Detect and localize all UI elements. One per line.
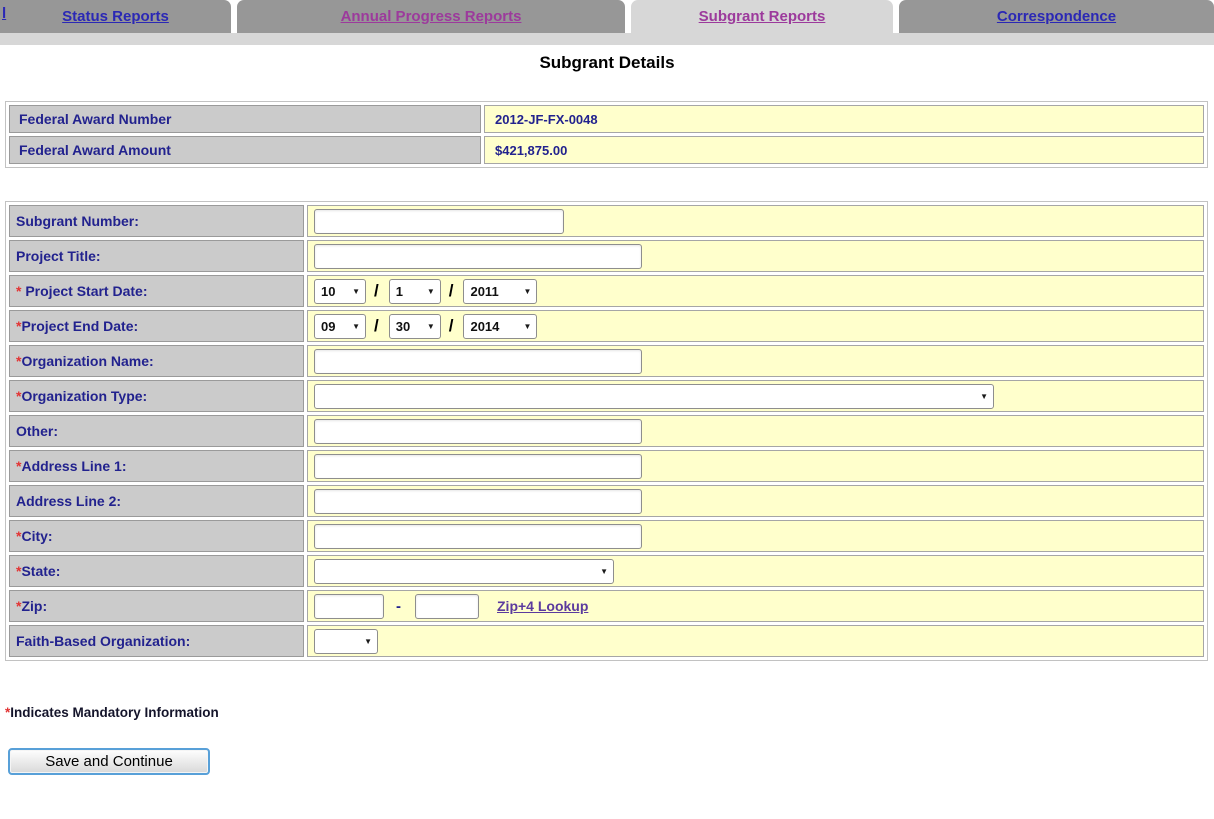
required-asterisk: * xyxy=(16,353,22,369)
start-day-select[interactable]: 1 ▼ xyxy=(388,278,441,304)
form-row-project-start-date: * Project Start Date: 10 ▼ / 1 ▼ / 2011 … xyxy=(9,275,1204,307)
end-month-value: 09 xyxy=(321,318,336,334)
table-row: Federal Award Amount $421,875.00 xyxy=(9,136,1204,164)
zip4-input[interactable] xyxy=(415,593,479,619)
form-row-faith-based-organization: Faith-Based Organization: ▼ xyxy=(9,625,1204,657)
start-year-select[interactable]: 2011 ▼ xyxy=(463,278,538,304)
required-asterisk: * xyxy=(16,563,22,579)
form-row-city: *City: xyxy=(9,520,1204,552)
field-label: Project Title: xyxy=(16,248,101,264)
field-label: City: xyxy=(21,528,53,544)
faith-based-select[interactable]: ▼ xyxy=(314,628,378,654)
clipped-text-fragment: l xyxy=(2,5,7,22)
field-label: State: xyxy=(21,563,61,579)
tab-subgrant-reports-link[interactable]: Subgrant Reports xyxy=(698,8,826,25)
chevron-down-icon: ▼ xyxy=(426,321,435,331)
zip-separator: - xyxy=(396,597,401,615)
subgrant-number-input[interactable] xyxy=(314,208,564,234)
end-day-value: 30 xyxy=(395,318,411,334)
start-month-select[interactable]: 10 ▼ xyxy=(314,278,366,304)
federal-award-table: Federal Award Number 2012-JF-FX-0048 Fed… xyxy=(5,101,1208,168)
start-month-value: 10 xyxy=(321,283,336,299)
form-row-zip: *Zip: - Zip+4 Lookup xyxy=(9,590,1204,622)
project-title-input[interactable] xyxy=(314,243,642,269)
mandatory-info-text: Indicates Mandatory Information xyxy=(10,705,219,720)
end-year-value: 2014 xyxy=(470,318,500,334)
field-label: Other: xyxy=(16,423,58,439)
tab-annual-progress-reports[interactable]: Annual Progress Reports xyxy=(237,0,625,33)
form-row-project-end-date: *Project End Date: 09 ▼ / 30 ▼ / 2014 ▼ xyxy=(9,310,1204,342)
award-number-value: 2012-JF-FX-0048 xyxy=(484,105,1204,133)
form-row-other: Other: xyxy=(9,415,1204,447)
date-separator: / xyxy=(448,316,454,335)
required-asterisk: * xyxy=(16,598,22,614)
form-row-project-title: Project Title: xyxy=(9,240,1204,272)
chevron-down-icon: ▼ xyxy=(364,636,372,646)
field-label: Project End Date: xyxy=(21,318,139,334)
zip5-input[interactable] xyxy=(314,593,384,619)
award-amount-label: Federal Award Amount xyxy=(9,136,481,164)
date-separator: / xyxy=(374,316,379,335)
tab-annual-progress-reports-link[interactable]: Annual Progress Reports xyxy=(340,8,522,25)
date-separator: / xyxy=(374,281,379,300)
required-asterisk: * xyxy=(16,283,22,299)
award-amount-value: $421,875.00 xyxy=(484,136,1204,164)
zip4-lookup-link[interactable]: Zip+4 Lookup xyxy=(497,598,589,614)
chevron-down-icon: ▼ xyxy=(352,321,360,331)
field-label: Address Line 2: xyxy=(16,493,122,509)
required-asterisk: * xyxy=(16,458,22,474)
tab-correspondence[interactable]: Correspondence xyxy=(899,0,1214,33)
tab-status-reports[interactable]: l Status Reports xyxy=(0,0,231,33)
chevron-down-icon: ▼ xyxy=(523,321,532,331)
chevron-down-icon: ▼ xyxy=(426,286,435,296)
tab-bar-underline xyxy=(0,33,1214,45)
address-line-2-input[interactable] xyxy=(314,488,642,514)
chevron-down-icon: ▼ xyxy=(352,286,360,296)
other-input[interactable] xyxy=(314,418,642,444)
state-select[interactable]: ▼ xyxy=(314,558,614,584)
address-line-1-input[interactable] xyxy=(314,453,642,479)
end-month-select[interactable]: 09 ▼ xyxy=(314,313,366,339)
required-asterisk: * xyxy=(16,318,22,334)
chevron-down-icon: ▼ xyxy=(980,391,988,401)
end-year-select[interactable]: 2014 ▼ xyxy=(463,313,538,339)
required-asterisk: * xyxy=(16,528,22,544)
required-asterisk: * xyxy=(16,388,22,404)
form-row-organization-name: *Organization Name: xyxy=(9,345,1204,377)
tab-subgrant-reports[interactable]: Subgrant Reports xyxy=(631,0,893,33)
field-label: Organization Type: xyxy=(21,388,148,404)
tab-correspondence-link[interactable]: Correspondence xyxy=(996,8,1117,25)
award-number-label: Federal Award Number xyxy=(9,105,481,133)
date-separator: / xyxy=(448,281,454,300)
form-row-state: *State: ▼ xyxy=(9,555,1204,587)
field-label: Organization Name: xyxy=(21,353,154,369)
subgrant-form-table: Subgrant Number: Project Title: * Projec… xyxy=(5,201,1208,661)
mandatory-info-note: *Indicates Mandatory Information xyxy=(5,705,1214,720)
start-day-value: 1 xyxy=(395,283,403,299)
field-label: Subgrant Number: xyxy=(16,213,139,229)
required-asterisk: * xyxy=(5,705,11,720)
tab-bar: l Status Reports Annual Progress Reports… xyxy=(0,0,1214,33)
organization-type-select[interactable]: ▼ xyxy=(314,383,994,409)
field-label: Faith-Based Organization: xyxy=(16,633,191,649)
end-day-select[interactable]: 30 ▼ xyxy=(388,313,441,339)
form-row-address-line-2: Address Line 2: xyxy=(9,485,1204,517)
form-row-organization-type: *Organization Type: ▼ xyxy=(9,380,1204,412)
save-and-continue-button[interactable]: Save and Continue xyxy=(8,748,210,775)
organization-name-input[interactable] xyxy=(314,348,642,374)
field-label: Project Start Date: xyxy=(21,283,148,299)
tab-status-reports-link[interactable]: Status Reports xyxy=(62,8,169,25)
form-row-subgrant-number: Subgrant Number: xyxy=(9,205,1204,237)
field-label: Zip: xyxy=(21,598,48,614)
start-year-value: 2011 xyxy=(470,283,499,299)
chevron-down-icon: ▼ xyxy=(600,566,608,576)
form-row-address-line-1: *Address Line 1: xyxy=(9,450,1204,482)
city-input[interactable] xyxy=(314,523,642,549)
table-row: Federal Award Number 2012-JF-FX-0048 xyxy=(9,105,1204,133)
page-title: Subgrant Details xyxy=(539,53,675,72)
chevron-down-icon: ▼ xyxy=(523,286,532,296)
field-label: Address Line 1: xyxy=(21,458,127,474)
